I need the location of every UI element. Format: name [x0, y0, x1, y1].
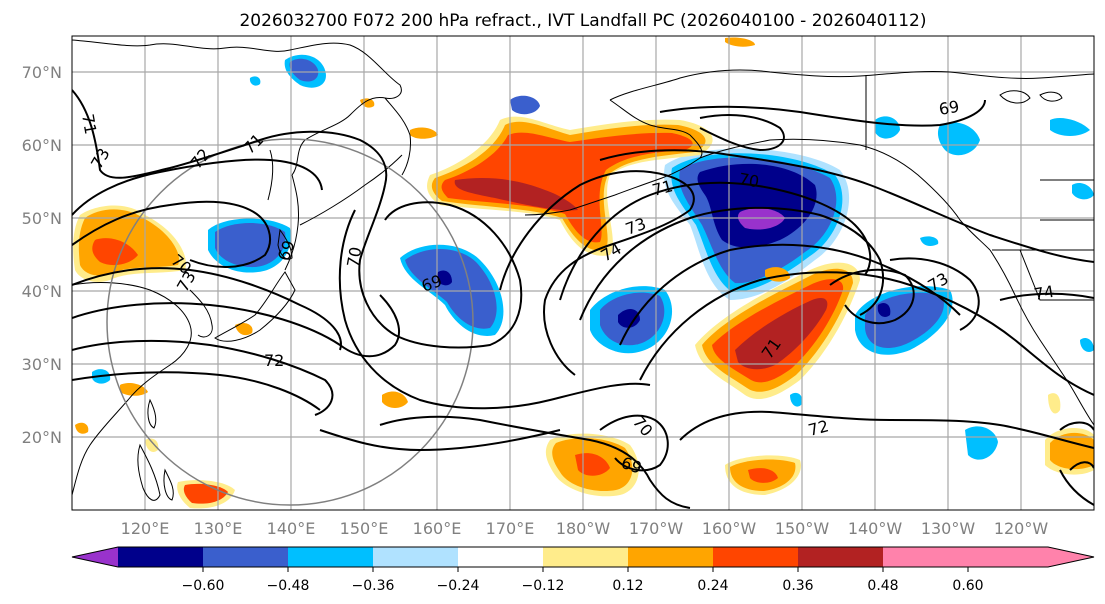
colorbar-tick-label: 0.60 [952, 578, 983, 594]
colorbar-segment [118, 547, 203, 567]
lon-label: 130°W [921, 519, 976, 538]
map-content: 71 71 72 73 70 73 69 72 69 70 71 73 74 7… [72, 36, 1094, 510]
lat-label: 70°N [22, 63, 62, 82]
map-frame [71, 35, 1095, 511]
positive-shading [73, 37, 1094, 509]
colorbar-tick-label: 0.48 [867, 578, 898, 594]
contour-label: 71 [78, 112, 100, 135]
lon-label: 120°W [994, 519, 1049, 538]
colorbar-tick-label: 0.24 [697, 578, 728, 594]
contour-label: 74 [1032, 282, 1055, 304]
colorbar-tick-label: −0.60 [182, 578, 225, 594]
colorbar-segment [713, 547, 798, 567]
colorbar-extend-high [968, 547, 1094, 567]
contour-label: 69 [937, 97, 960, 119]
colorbar-tick-label: −0.12 [522, 578, 565, 594]
lon-label: 160°E [413, 519, 462, 538]
contour-label: 70 [343, 245, 365, 268]
colorbar-segment [203, 547, 288, 567]
colorbar-segment [543, 547, 628, 567]
lon-label: 130°E [194, 519, 243, 538]
landfall-region-circle [106, 138, 474, 506]
colorbar-tick-label: −0.36 [352, 578, 395, 594]
lon-label: 160°W [702, 519, 757, 538]
lat-label: 60°N [22, 136, 62, 155]
colorbar-segment [628, 547, 713, 567]
gridlines [72, 36, 1094, 510]
lat-label: 30°N [22, 355, 62, 374]
colorbar-segment [288, 547, 373, 567]
colorbar-tick-label: 0.12 [612, 578, 643, 594]
lon-label: 150°W [775, 519, 830, 538]
colorbar-segment [883, 547, 968, 567]
colorbar-segment [458, 547, 543, 567]
lon-label: 140°W [848, 519, 903, 538]
colorbar-extend-low [72, 547, 118, 567]
lat-label: 20°N [22, 428, 62, 447]
colorbar-outline [71, 546, 1095, 568]
lon-label: 180°W [556, 519, 611, 538]
colorbar-tick-label: 0.36 [782, 578, 813, 594]
longitude-labels: 120°E 130°E 140°E 150°E 160°E 170°E 180°… [121, 519, 1049, 538]
lon-label: 170°E [486, 519, 535, 538]
lat-label: 40°N [22, 282, 62, 301]
lon-label: 140°E [267, 519, 316, 538]
coastlines [72, 39, 1094, 501]
contour-label: 72 [264, 351, 284, 370]
refractivity-contours [72, 89, 1094, 509]
lon-label: 120°E [121, 519, 170, 538]
figure-title: 2026032700 F072 200 hPa refract., IVT La… [239, 11, 926, 31]
colorbar: −0.60 −0.48 −0.36 −0.24 −0.12 0.12 0.24 … [71, 546, 1095, 594]
colorbar-segment [798, 547, 883, 567]
colorbar-tick-label: −0.24 [437, 578, 480, 594]
lon-label: 170°W [629, 519, 684, 538]
lat-label: 50°N [22, 209, 62, 228]
contour-label: 70 [737, 169, 760, 191]
contour-label: 72 [806, 416, 831, 440]
colorbar-tick-label: −0.48 [267, 578, 310, 594]
negative-shading [92, 54, 1094, 460]
latitude-labels: 70°N 60°N 50°N 40°N 30°N 20°N [22, 63, 62, 447]
lon-label: 150°E [340, 519, 389, 538]
contour-label: 71 [650, 176, 675, 200]
colorbar-segment [373, 547, 458, 567]
